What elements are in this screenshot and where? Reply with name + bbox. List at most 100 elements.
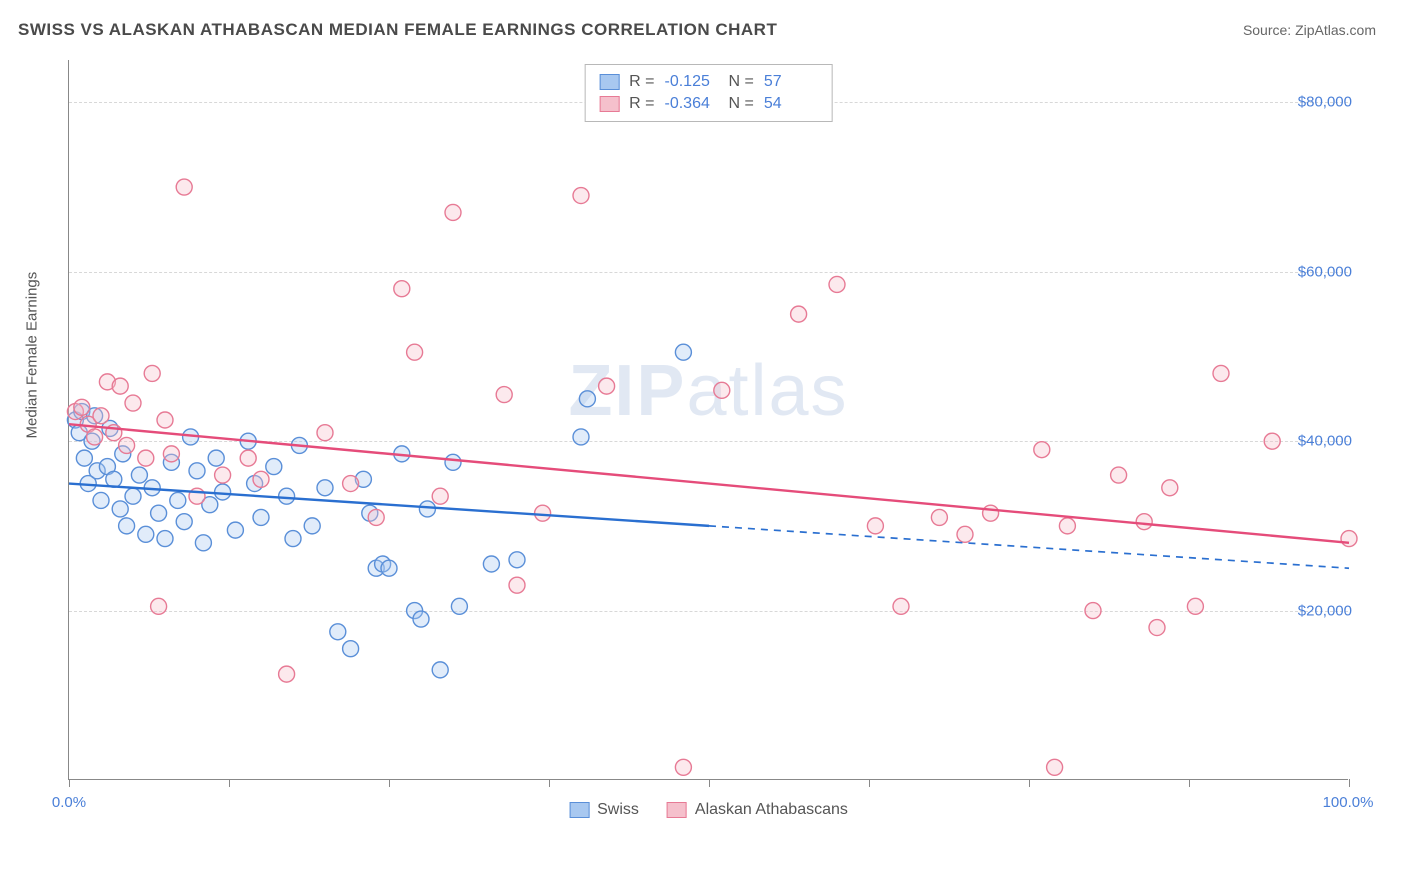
swiss-point — [509, 552, 525, 568]
athabascan-point — [573, 188, 589, 204]
swiss-point — [330, 624, 346, 640]
swiss-swatch-icon — [569, 802, 589, 818]
swiss-point — [189, 463, 205, 479]
swiss-point — [445, 454, 461, 470]
athabascan-point — [1136, 514, 1152, 530]
athabascan-point — [509, 577, 525, 593]
athabascan-point — [1149, 620, 1165, 636]
athabascan-point — [1111, 467, 1127, 483]
swiss-trendline-extrapolated — [709, 526, 1349, 568]
athabascan-point — [279, 666, 295, 682]
swiss-point — [253, 509, 269, 525]
swiss-point — [381, 560, 397, 576]
swiss-point — [151, 505, 167, 521]
swiss-point — [279, 488, 295, 504]
athabascan-point — [176, 179, 192, 195]
athabascan-point — [317, 425, 333, 441]
athabascan-point — [93, 408, 109, 424]
athabascan-point — [343, 476, 359, 492]
athabascan-point — [394, 281, 410, 297]
athabascan-point — [368, 509, 384, 525]
x-min-label: 0.0% — [52, 794, 86, 811]
swiss-point — [131, 467, 147, 483]
swiss-point — [285, 531, 301, 547]
athabascan-point — [240, 450, 256, 466]
athabascan-point — [714, 382, 730, 398]
athabascan-point — [112, 378, 128, 394]
swiss-point — [343, 641, 359, 657]
swiss-point — [483, 556, 499, 572]
chart-header: SWISS VS ALASKAN ATHABASCAN MEDIAN FEMAL… — [0, 0, 1406, 50]
scatter-svg — [69, 60, 1348, 779]
athabascan-point — [87, 429, 103, 445]
athabascan-point — [151, 598, 167, 614]
legend-item-athabascan: Alaskan Athabascans — [667, 801, 848, 819]
athabascan-point — [599, 378, 615, 394]
swiss-point — [106, 471, 122, 487]
y-axis-label: Median Female Earnings — [24, 272, 41, 439]
athabascan-point — [215, 467, 231, 483]
athabascan-point — [1162, 480, 1178, 496]
athabascan-point — [535, 505, 551, 521]
athabascan-point — [1341, 531, 1357, 547]
athabascan-point — [1047, 759, 1063, 775]
swiss-point — [176, 514, 192, 530]
athabascan-point — [432, 488, 448, 504]
swiss-point — [573, 429, 589, 445]
swiss-point — [451, 598, 467, 614]
athabascan-point — [253, 471, 269, 487]
plot-area: ZIPatlas $20,000$40,000$60,000$80,000 0.… — [68, 60, 1348, 780]
swiss-point — [304, 518, 320, 534]
x-max-label: 100.0% — [1323, 794, 1374, 811]
athabascan-point — [157, 412, 173, 428]
athabascan-point — [163, 446, 179, 462]
athabascan-point — [931, 509, 947, 525]
athabascan-point — [119, 437, 135, 453]
athabascan-point — [496, 387, 512, 403]
swiss-point — [317, 480, 333, 496]
swiss-point — [119, 518, 135, 534]
swiss-point — [579, 391, 595, 407]
swiss-point — [170, 492, 186, 508]
athabascan-point — [1213, 365, 1229, 381]
swiss-point — [227, 522, 243, 538]
swiss-point — [195, 535, 211, 551]
athabascan-point — [1187, 598, 1203, 614]
swiss-point — [76, 450, 92, 466]
athabascan-point — [1059, 518, 1075, 534]
chart-source: Source: ZipAtlas.com — [1243, 22, 1376, 38]
athabascan-point — [445, 204, 461, 220]
swiss-trendline — [69, 484, 709, 526]
athabascan-point — [829, 276, 845, 292]
athabascan-point — [983, 505, 999, 521]
swiss-point — [138, 526, 154, 542]
swiss-point — [125, 488, 141, 504]
athabascan-point — [1264, 433, 1280, 449]
athabascan-point — [675, 759, 691, 775]
swiss-point — [157, 531, 173, 547]
swiss-point — [675, 344, 691, 360]
athabascan-point — [893, 598, 909, 614]
swiss-point — [208, 450, 224, 466]
series-legend: Swiss Alaskan Athabascans — [569, 801, 848, 819]
athabascan-point — [138, 450, 154, 466]
swiss-point — [93, 492, 109, 508]
athabascan-point — [144, 365, 160, 381]
athabascan-point — [1034, 442, 1050, 458]
athabascan-swatch-icon — [667, 802, 687, 818]
athabascan-point — [407, 344, 423, 360]
swiss-point — [112, 501, 128, 517]
swiss-point — [419, 501, 435, 517]
athabascan-point — [791, 306, 807, 322]
athabascan-point — [1085, 603, 1101, 619]
swiss-point — [413, 611, 429, 627]
swiss-point — [215, 484, 231, 500]
swiss-point — [266, 459, 282, 475]
chart-container: Median Female Earnings ZIPatlas $20,000$… — [50, 60, 1370, 820]
athabascan-point — [74, 399, 90, 415]
chart-title: SWISS VS ALASKAN ATHABASCAN MEDIAN FEMAL… — [18, 20, 777, 40]
athabascan-point — [867, 518, 883, 534]
athabascan-point — [125, 395, 141, 411]
swiss-point — [432, 662, 448, 678]
athabascan-point — [957, 526, 973, 542]
